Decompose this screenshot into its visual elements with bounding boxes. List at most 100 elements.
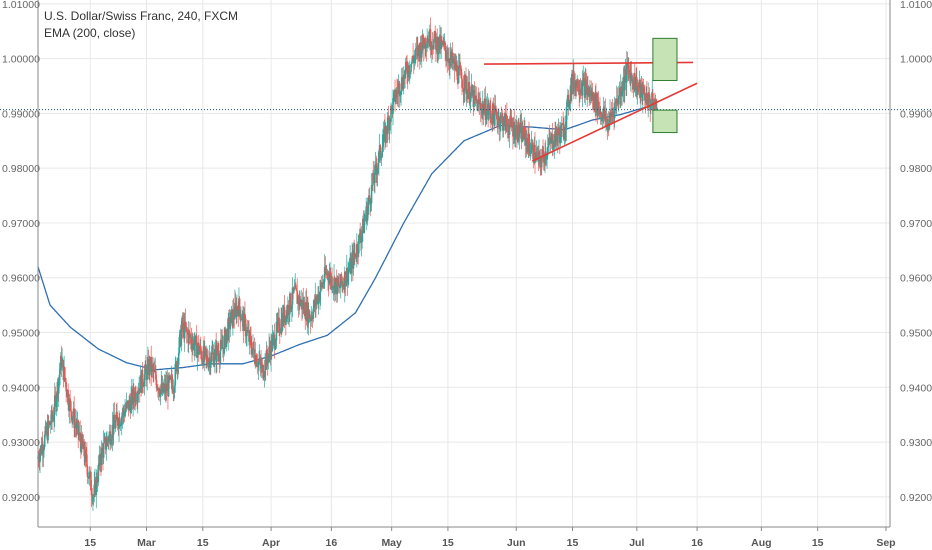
candle-body <box>518 133 521 137</box>
candle-body <box>275 321 278 341</box>
candle-body <box>106 438 108 446</box>
candle-body <box>124 410 126 417</box>
candle-body <box>652 103 655 112</box>
target-box <box>652 37 678 82</box>
candle-body <box>210 362 212 368</box>
candle-body <box>584 79 587 98</box>
candle-body <box>539 156 542 164</box>
x-tick-label: Aug <box>751 537 771 549</box>
candle-body <box>162 383 165 392</box>
candle-body <box>216 345 218 362</box>
candle-body <box>64 378 67 383</box>
candle-body <box>441 39 443 42</box>
candle-body <box>405 61 408 67</box>
candle-body <box>37 456 40 461</box>
candle-body <box>59 369 61 375</box>
candle-body <box>92 497 94 501</box>
candle-body <box>289 293 292 310</box>
candle-body <box>90 490 93 496</box>
candle-body <box>478 99 481 105</box>
candle-body <box>319 292 321 301</box>
candle-body <box>534 160 537 162</box>
candle-body <box>648 92 650 94</box>
candle-body <box>201 359 203 361</box>
candle-body <box>353 250 355 256</box>
candle-body <box>577 90 580 92</box>
candle-body <box>299 296 301 306</box>
candle-body <box>194 335 197 346</box>
candle-body <box>39 453 41 463</box>
candle-body <box>288 314 290 316</box>
candle-body <box>475 96 477 101</box>
candle-body <box>69 398 71 402</box>
candle-body <box>518 121 520 137</box>
candle-body <box>564 126 566 136</box>
candle-body <box>646 93 648 106</box>
candle-body <box>395 90 398 98</box>
candle-body <box>238 298 241 311</box>
candle-body <box>203 347 206 358</box>
candle-body <box>122 409 125 413</box>
candle-body <box>445 50 447 60</box>
candle-body <box>239 310 242 321</box>
candle-body <box>381 147 384 157</box>
candle-body <box>220 340 222 351</box>
candle-body <box>541 149 544 159</box>
candle-body <box>489 110 492 118</box>
candle-body <box>159 389 162 398</box>
candle-body <box>462 87 465 92</box>
candle-body <box>173 385 176 393</box>
candle-body <box>382 141 384 148</box>
y-tick-label-left: 0.92000 <box>2 492 40 504</box>
y-tick-label-left: 0.98000 <box>2 163 40 175</box>
candle-body <box>143 385 145 387</box>
candle-body <box>508 125 511 135</box>
candle-body <box>484 98 487 120</box>
candle-body <box>102 442 105 458</box>
candle-body <box>402 74 405 89</box>
candle-body <box>388 119 391 131</box>
candle-body <box>354 253 357 257</box>
candle-body <box>49 422 51 425</box>
candle-body <box>110 439 113 443</box>
candle-body <box>634 87 637 91</box>
candle-body <box>223 336 226 354</box>
candle-body <box>608 121 611 130</box>
candle-body <box>186 331 189 333</box>
candle-body <box>220 340 223 343</box>
x-tick-label: 15 <box>84 537 96 549</box>
candle-body <box>382 130 385 142</box>
candle-body <box>625 63 628 83</box>
candle-body <box>429 29 432 49</box>
candle-body <box>390 105 392 122</box>
y-tick-label-right: 0.97000 <box>900 218 932 230</box>
candle-body <box>43 434 46 448</box>
candle-body <box>371 185 374 186</box>
candle-body <box>376 167 379 175</box>
candle-body <box>501 116 503 118</box>
candle-body <box>312 308 315 320</box>
x-tick-label: Sep <box>876 537 895 549</box>
candle-body <box>506 115 508 124</box>
candle-body <box>253 349 256 360</box>
candle-body <box>315 299 318 305</box>
y-tick-label-right: 1.00000 <box>900 54 932 66</box>
candle-body <box>589 93 591 97</box>
candle-body <box>546 155 548 157</box>
x-tick-label: Jul <box>629 537 644 549</box>
candle-body <box>323 266 326 282</box>
x-tick-label: Jun <box>507 537 526 549</box>
candle-body <box>293 288 295 293</box>
ema-path <box>37 104 654 371</box>
candle-body <box>274 340 277 347</box>
candle-body <box>558 127 560 134</box>
candle-body <box>221 342 223 349</box>
candle-body <box>415 48 418 50</box>
candle-body <box>511 126 514 128</box>
candle-body <box>581 80 584 96</box>
candle-body <box>336 277 339 295</box>
candle-body <box>86 466 89 478</box>
candle-body <box>585 79 587 82</box>
candle-body <box>465 78 467 94</box>
